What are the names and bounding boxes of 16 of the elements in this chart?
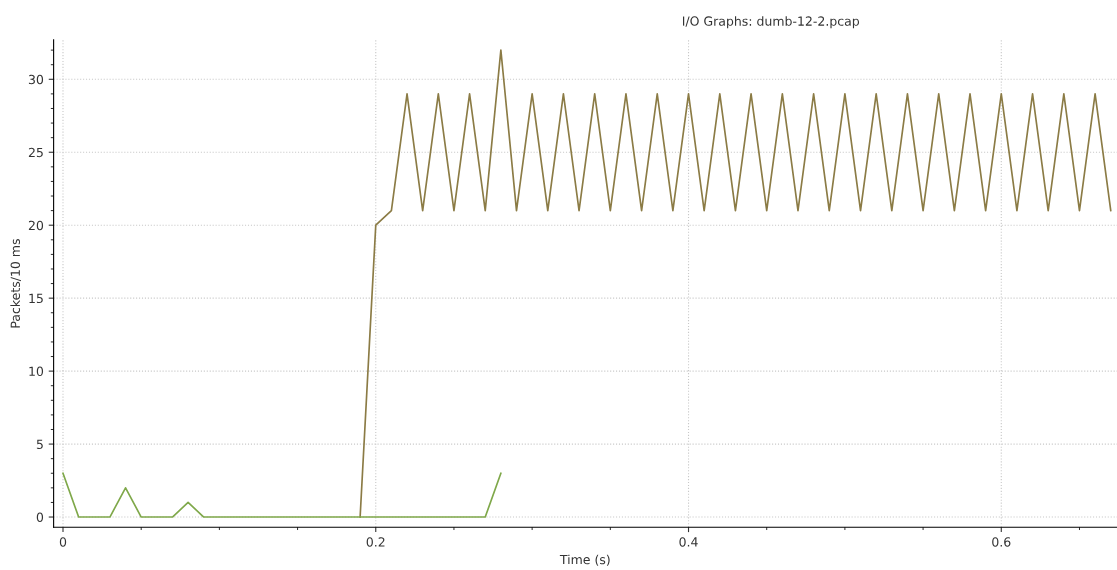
- x-tick-label: 0.6: [992, 537, 1011, 547]
- y-tick-label: 5: [36, 439, 43, 450]
- y-axis-title: Packets/10 ms: [10, 239, 21, 328]
- y-tick-label: 10: [29, 366, 44, 377]
- y-tick-label: 25: [28, 147, 43, 158]
- x-tick-label: 0: [59, 537, 67, 547]
- y-tick-label: 30: [28, 74, 44, 85]
- line-series: [62, 472, 502, 518]
- y-tick-label: 15: [29, 293, 43, 304]
- chart-title: I/O Graphs: dumb-12-2.pcap: [682, 16, 860, 29]
- y-tick-label: 0: [36, 512, 44, 522]
- line-series: [359, 49, 1112, 518]
- x-tick-label: 0.2: [366, 537, 385, 547]
- x-axis-title: Time (s): [559, 554, 610, 566]
- y-tick-label: 20: [28, 220, 44, 231]
- x-tick-label: 0.4: [679, 537, 698, 547]
